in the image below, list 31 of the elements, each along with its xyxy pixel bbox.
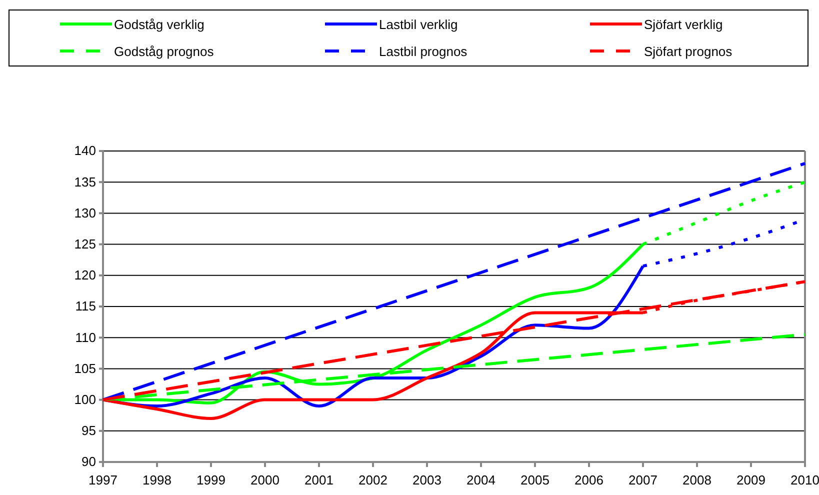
legend-label: Lastbil verklig	[379, 17, 458, 32]
y-tick-label: 125	[74, 236, 96, 252]
x-tick-label: 1998	[142, 472, 172, 488]
x-tick-label: 2008	[682, 472, 712, 488]
legend-label: Sjöfart verklig	[644, 17, 723, 32]
legend-label: Sjöfart prognos	[644, 44, 733, 59]
x-tick-label: 2006	[574, 472, 604, 488]
y-tick-label: 95	[82, 423, 96, 438]
x-tick-label: 2005	[520, 472, 550, 488]
y-tick-label: 135	[74, 174, 96, 190]
y-tick-label: 90	[82, 454, 96, 470]
y-tick-label: 105	[74, 360, 96, 376]
x-tick-label: 2001	[304, 472, 334, 488]
legend-label: Godståg verklig	[114, 17, 204, 32]
y-tick-label: 130	[74, 205, 96, 220]
y-tick-label: 140	[74, 143, 96, 158]
y-tick-label: 120	[74, 268, 96, 283]
legend-label: Lastbil prognos	[379, 44, 468, 59]
x-tick-label: 1997	[88, 472, 118, 488]
y-tick-label: 115	[75, 298, 96, 314]
x-tick-label: 2009	[736, 472, 766, 488]
x-tick-label: 2000	[250, 472, 280, 488]
x-tick-label: 2010	[790, 472, 819, 488]
y-tick-label: 100	[74, 392, 96, 407]
x-tick-label: 2004	[466, 472, 496, 488]
legend-label: Godståg prognos	[114, 44, 214, 59]
x-tick-label: 1999	[196, 472, 226, 488]
y-tick-label: 110	[75, 330, 96, 345]
x-tick-label: 2007	[628, 472, 658, 488]
x-tick-label: 2002	[358, 472, 388, 488]
x-tick-label: 2003	[412, 472, 442, 488]
